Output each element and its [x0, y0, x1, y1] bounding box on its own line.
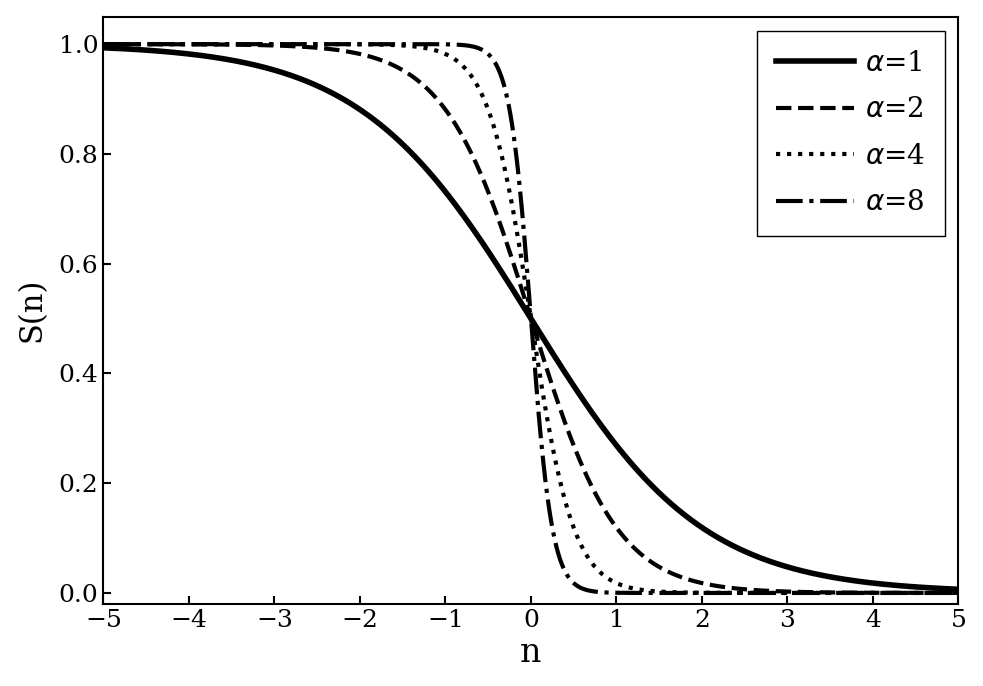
- Line: $\alpha=1$: $\alpha=1$: [103, 48, 958, 589]
- $\alpha=1$: [735, 545, 747, 554]
- $\alpha=2$: [953, 589, 964, 597]
- $\alpha=8$: [253, 40, 264, 48]
- X-axis label: n: n: [520, 637, 542, 670]
- $\alpha=4$: [610, 579, 622, 587]
- $\alpha=1$: [800, 568, 812, 576]
- $\alpha=2$: [253, 41, 264, 49]
- $\alpha=1$: [97, 44, 109, 52]
- $\alpha=4$: [735, 589, 747, 597]
- $\alpha=1$: [253, 62, 264, 70]
- $\alpha=4$: [97, 40, 109, 48]
- $\alpha=1$: [953, 585, 964, 593]
- $\alpha=8$: [735, 589, 747, 597]
- $\alpha=4$: [800, 589, 812, 597]
- $\alpha=2$: [735, 585, 747, 593]
- Line: $\alpha=2$: $\alpha=2$: [103, 44, 958, 593]
- $\alpha=2$: [800, 588, 812, 596]
- $\alpha=8$: [425, 40, 436, 48]
- $\alpha=1$: [654, 489, 665, 497]
- $\alpha=4$: [425, 45, 436, 53]
- $\alpha=8$: [610, 589, 622, 597]
- $\alpha=8$: [97, 40, 109, 48]
- Legend: $\alpha$=1, $\alpha$=2, $\alpha$=4, $\alpha$=8: $\alpha$=1, $\alpha$=2, $\alpha$=4, $\al…: [757, 31, 945, 236]
- $\alpha=4$: [654, 587, 665, 595]
- $\alpha=4$: [253, 40, 264, 48]
- $\alpha=2$: [97, 40, 109, 48]
- $\alpha=4$: [953, 589, 964, 597]
- $\alpha=8$: [800, 589, 812, 597]
- $\alpha=2$: [654, 563, 665, 571]
- $\alpha=1$: [610, 441, 622, 449]
- Y-axis label: S(n): S(n): [17, 278, 47, 342]
- Line: $\alpha=4$: $\alpha=4$: [103, 44, 958, 593]
- $\alpha=2$: [425, 87, 436, 95]
- $\alpha=2$: [610, 523, 622, 532]
- $\alpha=8$: [654, 589, 665, 597]
- $\alpha=8$: [953, 589, 964, 597]
- $\alpha=1$: [425, 169, 436, 177]
- Line: $\alpha=8$: $\alpha=8$: [103, 44, 958, 593]
